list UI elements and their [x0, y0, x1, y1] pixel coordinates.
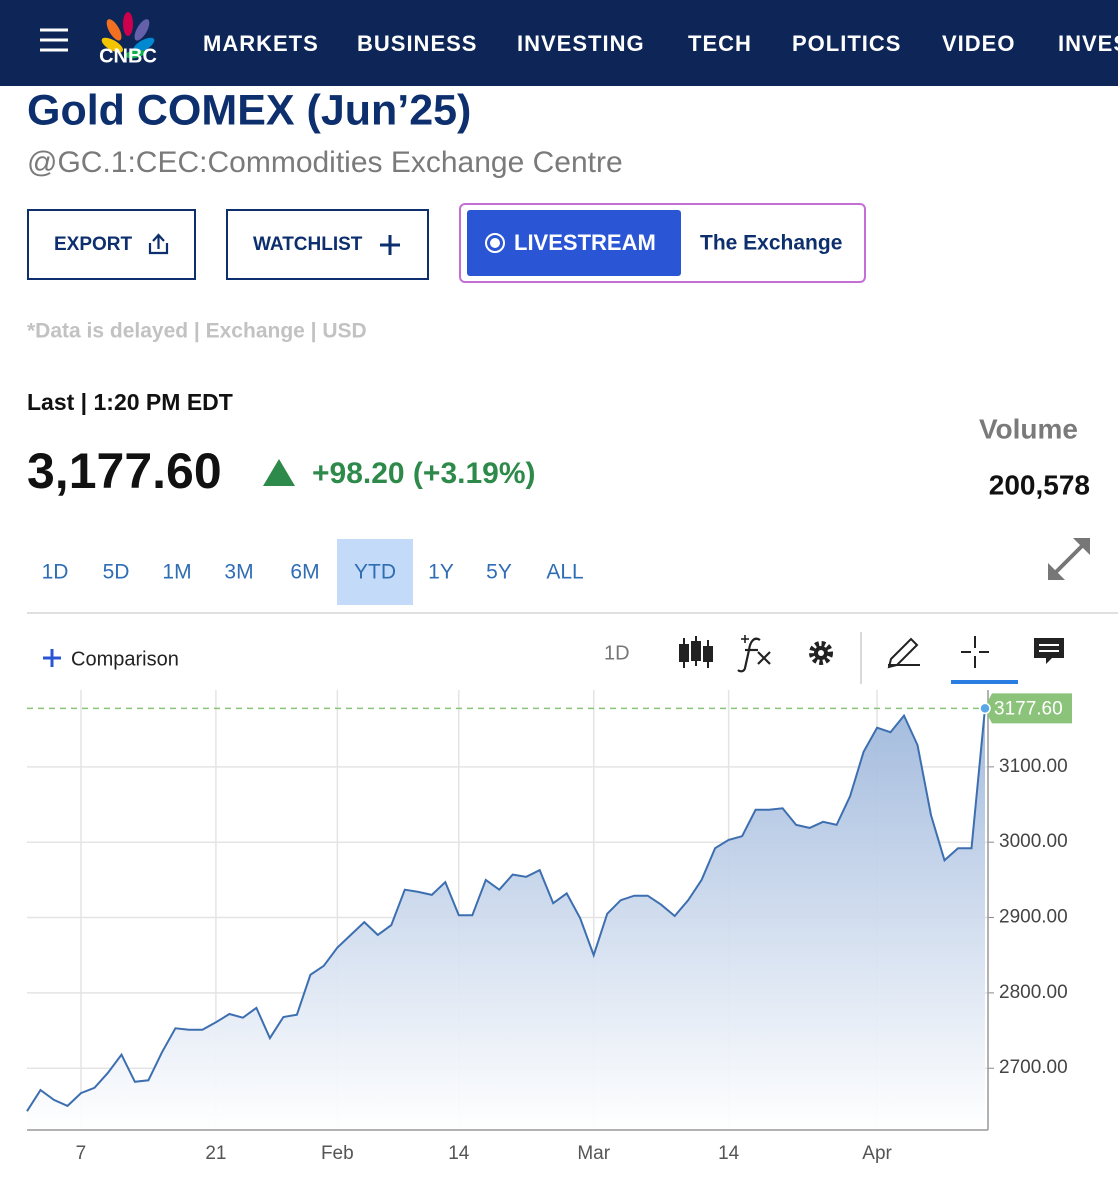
crosshair-icon[interactable]	[961, 636, 989, 668]
last-price-label: 3177.60	[994, 698, 1063, 719]
livestream-label: LIVESTREAM	[514, 230, 656, 255]
range-tab[interactable]: 6M	[290, 561, 319, 584]
y-tick-label: 3100.00	[999, 756, 1068, 777]
range-tab[interactable]: 1M	[162, 561, 191, 584]
volume: 200,578	[989, 469, 1090, 500]
nav-item[interactable]: VIDEO	[942, 31, 1015, 56]
price: 3,177.60	[27, 443, 222, 499]
data-note: *Data is delayed | Exchange | USD	[27, 320, 367, 343]
y-tick-label: 2900.00	[999, 907, 1068, 928]
title: Gold COMEX (Jun’25)	[27, 86, 471, 134]
logo-text: CNBC	[99, 45, 157, 67]
x-tick-label: 14	[718, 1143, 740, 1164]
nav-item[interactable]: INVESTING	[517, 31, 645, 56]
settings-icon[interactable]	[809, 641, 833, 665]
x-tick-label: 21	[205, 1143, 226, 1164]
comparison[interactable]: Comparison	[71, 648, 179, 670]
plus-icon	[380, 235, 400, 255]
range-tab[interactable]: YTD	[354, 561, 396, 584]
up-arrow	[263, 459, 295, 486]
comparison-plus	[43, 649, 61, 667]
y-tick-label: 2800.00	[999, 982, 1068, 1003]
x-tick-label: Mar	[577, 1143, 610, 1164]
live-icon-dot	[490, 238, 500, 248]
range-tab[interactable]: 5D	[103, 561, 130, 584]
volume-label: Volume	[979, 413, 1078, 444]
nav-item[interactable]: MARKETS	[203, 31, 319, 56]
nav-item[interactable]: POLITICS	[792, 31, 901, 56]
range-tab[interactable]: 1D	[42, 561, 69, 584]
x-tick-label: Feb	[321, 1143, 354, 1164]
x-tick-label: 7	[76, 1143, 87, 1164]
interval[interactable]: 1D	[604, 642, 630, 664]
last-label: Last | 1:20 PM EDT	[27, 389, 233, 415]
candles-icon[interactable]	[679, 636, 713, 668]
export-label: EXPORT	[54, 234, 133, 255]
menu-icon[interactable]	[40, 28, 68, 52]
subtitle: @GC.1:CEC:Commodities Exchange Centre	[27, 146, 623, 179]
export-icon	[148, 233, 169, 255]
nav-item[interactable]: INVES	[1058, 31, 1118, 56]
change: +98.20 (+3.19%)	[312, 457, 536, 490]
price-line	[26, 708, 986, 1112]
last-point	[979, 702, 991, 715]
y-tick-label: 3000.00	[999, 831, 1068, 852]
exchange-label[interactable]: The Exchange	[700, 232, 842, 255]
active-tool-indicator	[951, 680, 1018, 684]
x-tick-label: 14	[448, 1143, 470, 1164]
active-tab-bg	[337, 539, 413, 605]
live-icon	[485, 233, 505, 253]
comment-icon[interactable]	[1034, 638, 1064, 664]
nav-item[interactable]: TECH	[688, 31, 752, 56]
range-tab[interactable]: 5Y	[486, 561, 512, 584]
nav-item[interactable]: BUSINESS	[357, 31, 477, 56]
area-fill	[27, 708, 985, 1130]
expand-icon[interactable]	[1048, 538, 1090, 580]
peacock-logo[interactable]	[99, 12, 156, 60]
pencil-icon[interactable]	[887, 637, 920, 669]
watchlist-label: WATCHLIST	[253, 234, 363, 255]
range-tab[interactable]: ALL	[546, 561, 583, 584]
range-tab[interactable]: 3M	[224, 561, 253, 584]
fx-icon[interactable]	[737, 635, 771, 673]
livestream-button[interactable]	[467, 210, 681, 276]
last-price-tag	[984, 693, 1072, 724]
range-tab[interactable]: 1Y	[428, 561, 454, 584]
nav-bar	[0, 0, 1118, 86]
y-tick-label: 2700.00	[999, 1057, 1068, 1078]
x-tick-label: Apr	[862, 1143, 892, 1164]
